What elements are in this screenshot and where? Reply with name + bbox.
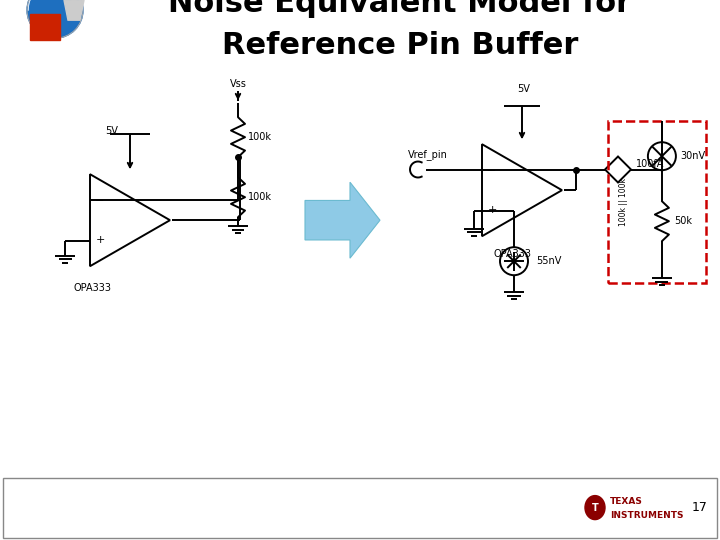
Text: 100fA: 100fA [636,159,665,168]
Text: 50k: 50k [674,216,692,226]
Text: −: − [487,166,497,176]
Text: OPA333: OPA333 [493,249,531,259]
Text: −: − [95,196,104,206]
Text: Vss: Vss [230,79,246,89]
Text: 100k: 100k [248,132,272,142]
Text: OPA333: OPA333 [73,283,111,293]
Text: Noise Equivalent Model for: Noise Equivalent Model for [168,0,631,18]
Text: Vref_pin: Vref_pin [408,148,448,159]
Polygon shape [305,182,380,258]
Text: TEXAS: TEXAS [610,497,643,506]
Text: T: T [592,503,598,512]
Text: +: + [95,234,104,245]
Polygon shape [64,0,84,20]
Text: +: + [487,205,497,214]
Text: 55nV: 55nV [536,256,562,266]
Text: 17: 17 [692,501,708,514]
Text: 5V: 5V [518,84,531,94]
FancyBboxPatch shape [3,477,717,538]
Text: 30nV: 30nV [680,151,705,161]
Text: Reference Pin Buffer: Reference Pin Buffer [222,31,578,60]
Polygon shape [30,14,60,40]
Circle shape [585,496,605,519]
Circle shape [27,0,83,38]
Text: 100k: 100k [248,192,272,202]
Text: 100k || 100k: 100k || 100k [619,178,629,226]
Text: 5V: 5V [105,126,118,136]
Text: INSTRUMENTS: INSTRUMENTS [610,511,683,521]
